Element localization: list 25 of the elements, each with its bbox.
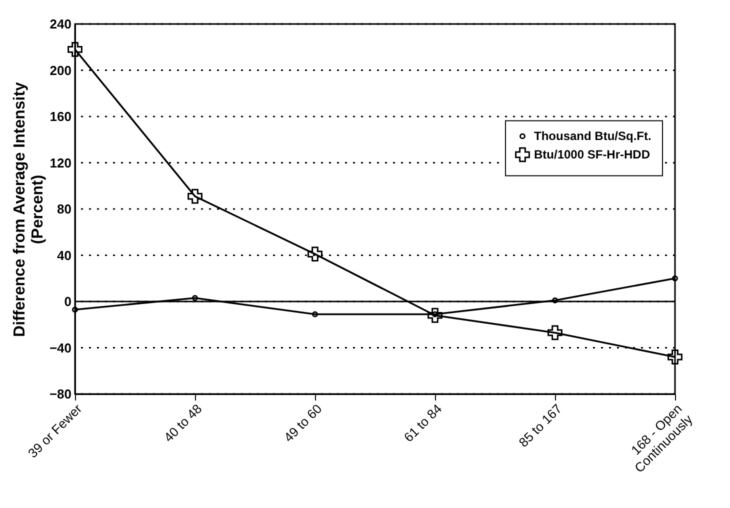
y-tick-label: 240 [50,16,72,32]
point [68,42,82,57]
point [188,188,202,204]
y-tick-label: 40 [57,248,72,263]
y-tick-label: 160 [50,109,72,124]
y-tick-label: 200 [50,62,72,78]
point [428,308,442,323]
y-tick-label: 120 [50,155,72,170]
legend-label: Btu/1000 SF-Hr-HDD [534,148,650,162]
x-tick-label: 40 to 48 [160,401,205,445]
point [308,246,322,262]
legend-label: Thousand Btu/Sq.Ft. [534,129,652,144]
x-tick-label: 49 to 60 [280,401,325,445]
y-tick-label: 0 [64,294,72,309]
point [312,311,318,318]
y-tick-label: −80 [49,386,72,402]
point [668,350,682,364]
y-axis-title: Difference from Average Intensity (Percent) [11,82,46,337]
point [192,295,198,302]
y-tick-label: −40 [49,340,72,356]
point [548,325,562,340]
x-tick-label: 61 to 84 [400,401,445,445]
point [552,297,558,304]
y-tick-label: 80 [57,202,72,216]
x-tick-label: 85 to 167 [516,401,565,450]
